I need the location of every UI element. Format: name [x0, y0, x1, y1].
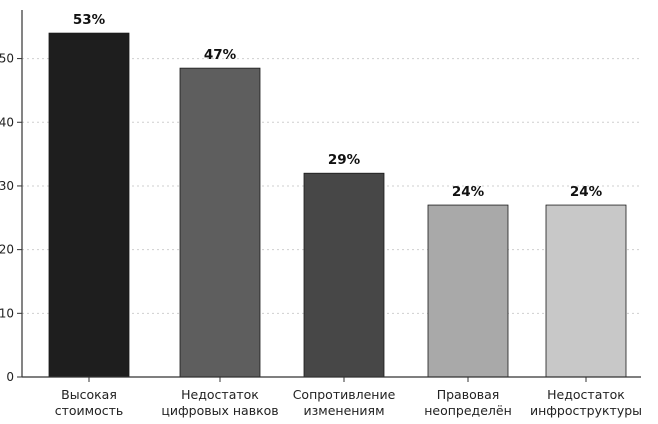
bars [48, 32, 627, 378]
y-tick-label: 20 [0, 243, 14, 257]
category-label-line: изменениям [304, 403, 385, 418]
bar-5 [545, 204, 627, 378]
category-label-line: Правовая [437, 387, 500, 402]
y-tick-label: 30 [0, 179, 14, 193]
bar-4 [427, 204, 509, 378]
grid-lines [22, 58, 641, 314]
category-label-line: стоимость [55, 403, 124, 418]
value-label: 47% [204, 47, 237, 63]
category-label-line: Сопротивление [293, 387, 396, 402]
value-label: 53% [73, 12, 106, 28]
category-label-line: неопределён [424, 403, 512, 418]
bar-3 [303, 172, 385, 378]
y-tick-label: 50 [0, 52, 14, 66]
value-label: 24% [570, 184, 603, 200]
value-label: 29% [328, 152, 361, 168]
category-label-line: инфроструктуры [530, 403, 642, 418]
y-tick-label: 40 [0, 115, 14, 129]
category-label-line: цифровых навков [161, 403, 278, 418]
category-label-line: Недостаток [181, 387, 259, 402]
value-label: 24% [452, 184, 485, 200]
bar-2 [179, 67, 261, 378]
category-label-line: Высокая [61, 387, 117, 402]
bar-1 [48, 32, 130, 378]
y-tick-label: 0 [6, 370, 14, 384]
category-label-line: Недостаток [547, 387, 625, 402]
axes [17, 10, 641, 382]
y-tick-label: 10 [0, 306, 14, 320]
